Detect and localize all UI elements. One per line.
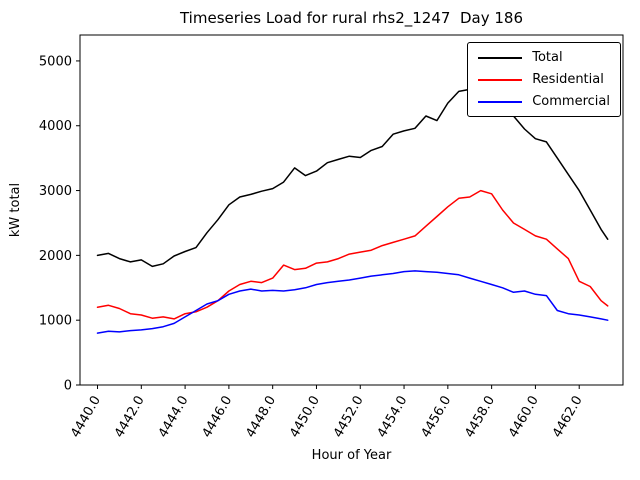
legend-entry-residential: Residential [478, 72, 610, 87]
chart-title: Timeseries Load for rural rhs2_1247 Day … [179, 9, 523, 27]
y-tick-label: 2000 [39, 249, 72, 264]
series-line-total [96, 88, 609, 268]
x-axis-label: Hour of Year [311, 448, 392, 463]
legend-entry-commercial: Commercial [478, 94, 610, 109]
x-tick-label: 4462.0 [550, 394, 586, 441]
y-tick-label: 3000 [39, 184, 72, 199]
legend-entry-total: Total [478, 50, 610, 65]
legend-label-total: Total [532, 50, 563, 65]
legend-line-swatch-residential [478, 78, 523, 81]
series-line-commercial [96, 270, 609, 334]
x-tick-label: 4444.0 [156, 394, 192, 441]
y-tick-label: 1000 [39, 314, 72, 329]
x-tick-label: 4460.0 [506, 394, 542, 441]
x-tick-label: 4440.0 [68, 394, 104, 441]
x-tick-label: 4456.0 [419, 394, 455, 441]
y-axis-label: kW total [8, 182, 23, 238]
legend-line-swatch-commercial [478, 100, 523, 103]
x-tick-label: 4458.0 [462, 394, 498, 441]
series-line-residential [96, 189, 609, 320]
legend: Total Residential Commercial [467, 42, 621, 117]
legend-line-swatch-total [478, 56, 523, 59]
y-tick-label: 4000 [39, 119, 72, 134]
y-tick-label: 5000 [39, 54, 72, 69]
legend-label-residential: Residential [532, 72, 604, 87]
x-tick-label: 4448.0 [243, 394, 279, 441]
legend-label-commercial: Commercial [532, 94, 610, 109]
x-tick-label: 4442.0 [112, 394, 148, 441]
x-tick-label: 4450.0 [287, 394, 323, 441]
x-tick-label: 4454.0 [375, 394, 411, 441]
x-tick-label: 4446.0 [200, 394, 236, 441]
x-tick-label: 4452.0 [331, 394, 367, 441]
axes-frame [79, 34, 624, 386]
y-tick-label: 0 [64, 379, 72, 394]
